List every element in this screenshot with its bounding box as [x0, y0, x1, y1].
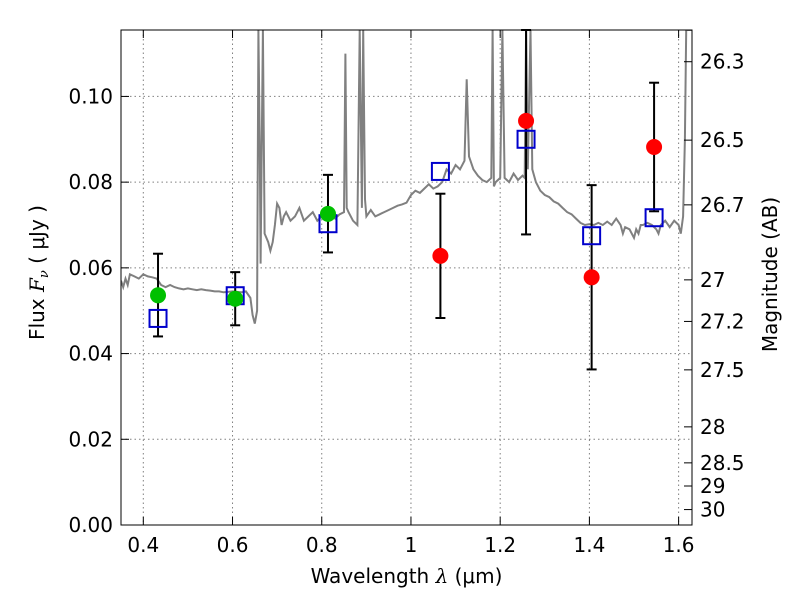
y2-axis-label: Magnitude (AB)	[758, 197, 782, 352]
detected-flux-point	[319, 205, 336, 222]
axis-ticks: 0.4 0.6 0.8 1 1.2 1.4 1.6 0.00 0.02 0.04 0.06 0.08 0…	[68, 30, 745, 557]
x-tick-label: 1.6	[663, 533, 695, 557]
mag-tick-label: 26.5	[700, 128, 745, 152]
y-tick-label: 0.00	[68, 513, 113, 537]
observed-flux-point	[518, 112, 535, 129]
model-flux-square	[644, 208, 664, 228]
mag-tick-label: 27	[700, 268, 725, 292]
x-tick-label: 1.4	[573, 533, 605, 557]
model-flux-square	[148, 308, 168, 328]
x-tick-label: 1	[405, 533, 418, 557]
mag-tick-label: 29	[700, 474, 725, 498]
y-tick-label: 0.10	[68, 84, 113, 108]
x-tick-label: 0.8	[306, 533, 338, 557]
plot-frame	[120, 29, 693, 526]
mag-tick-label: 28.5	[700, 451, 745, 475]
y-axis-label: Flux Fν ( μJy )	[25, 205, 53, 340]
mag-tick-label: 27.5	[700, 358, 745, 382]
y-tick-label: 0.04	[68, 342, 113, 366]
observed-flux-point	[432, 247, 449, 264]
model-flux-square	[582, 226, 602, 246]
detected-flux-point	[150, 287, 167, 304]
y-tick-label: 0.08	[68, 170, 113, 194]
mag-tick-label: 26.3	[700, 50, 745, 74]
x-tick-label: 0.6	[217, 533, 249, 557]
y-tick-label: 0.06	[68, 256, 113, 280]
y-tick-label: 0.02	[68, 427, 113, 451]
grid	[121, 30, 692, 525]
model-spectrum-line	[121, 30, 692, 324]
mag-tick-label: 30	[700, 498, 725, 522]
model-flux-square	[430, 161, 450, 181]
model-photometry-points	[148, 129, 664, 328]
mag-tick-label: 27.2	[700, 309, 745, 333]
observed-photometry-points	[150, 112, 663, 307]
observed-flux-point	[583, 269, 600, 286]
error-bars	[153, 29, 660, 371]
mag-tick-label: 28	[700, 415, 725, 439]
x-axis-label: Wavelength λ (μm)	[311, 564, 503, 588]
mag-tick-label: 26.7	[700, 193, 745, 217]
model-flux-square	[516, 129, 536, 149]
x-tick-label: 1.2	[484, 533, 516, 557]
observed-flux-point	[646, 139, 663, 155]
x-tick-label: 0.4	[127, 533, 159, 557]
detected-flux-point	[227, 290, 244, 307]
